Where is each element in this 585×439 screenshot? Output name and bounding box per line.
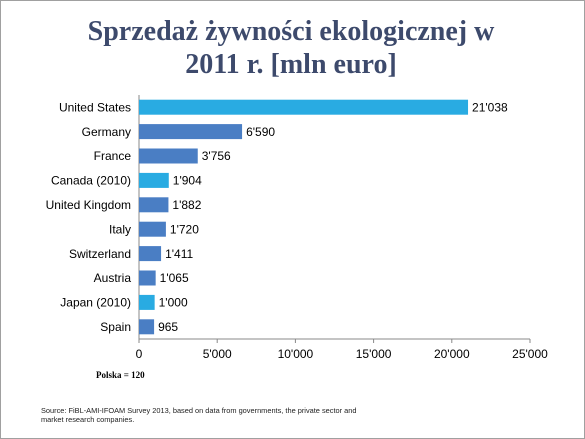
y-tick-label: Spain bbox=[100, 320, 131, 334]
bar bbox=[139, 172, 169, 188]
bar bbox=[139, 99, 469, 115]
x-tick-label: 0 bbox=[136, 347, 143, 361]
bar bbox=[139, 148, 198, 164]
bar bbox=[139, 246, 162, 262]
value-label: 1'720 bbox=[170, 222, 199, 236]
bar bbox=[139, 270, 156, 286]
y-tick-label: Canada (2010) bbox=[51, 174, 131, 188]
y-tick-label: Switzerland bbox=[69, 247, 131, 261]
value-label: 965 bbox=[158, 320, 178, 334]
y-tick-label: Germany bbox=[82, 125, 131, 139]
value-label: 1'000 bbox=[159, 296, 188, 310]
y-tick-label: United States bbox=[59, 100, 131, 114]
bar bbox=[139, 319, 155, 335]
annotation: Polska = 120 bbox=[96, 370, 145, 380]
bar bbox=[139, 294, 155, 310]
value-label: 6'590 bbox=[246, 125, 275, 139]
y-tick-label: Austria bbox=[94, 271, 132, 285]
value-label: 21'038 bbox=[472, 100, 508, 114]
bar bbox=[139, 197, 169, 213]
bar bbox=[139, 124, 243, 140]
y-tick-label: France bbox=[94, 149, 132, 163]
value-label: 1'882 bbox=[172, 198, 201, 212]
x-tick-label: 25'000 bbox=[512, 347, 548, 361]
x-tick-label: 15'000 bbox=[356, 347, 392, 361]
x-tick-label: 20'000 bbox=[434, 347, 470, 361]
x-tick-label: 10'000 bbox=[278, 347, 314, 361]
chart-title: Sprzedaż żywności ekologicznej w 2011 r.… bbox=[87, 16, 495, 80]
value-label: 3'756 bbox=[202, 149, 231, 163]
x-tick-label: 5'000 bbox=[203, 347, 232, 361]
source-note: Source: FiBL-AMI-IFOAM Survey 2013, base… bbox=[41, 406, 357, 424]
y-tick-label: United Kingdom bbox=[46, 198, 131, 212]
value-label: 1'411 bbox=[165, 247, 193, 261]
value-label: 1'904 bbox=[173, 174, 202, 188]
y-tick-label: Japan (2010) bbox=[60, 296, 131, 310]
value-label: 1'065 bbox=[160, 271, 189, 285]
bar bbox=[139, 221, 166, 237]
y-tick-label: Italy bbox=[109, 222, 131, 236]
